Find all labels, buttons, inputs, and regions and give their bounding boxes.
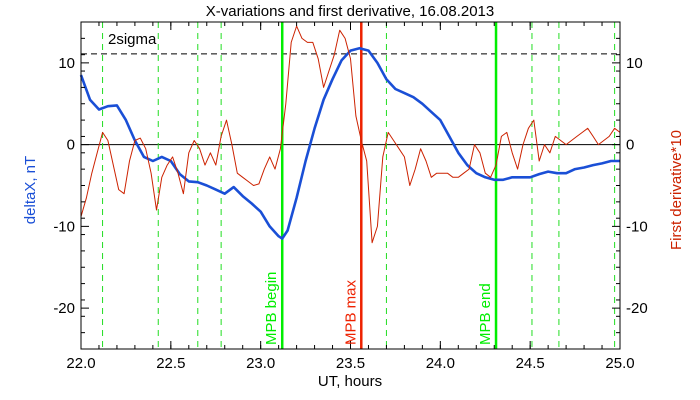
reference-lines <box>81 22 620 349</box>
y-axis-label-right: First derivative*10 <box>668 130 685 250</box>
event-marker-label-0: MPB begin <box>263 272 280 345</box>
y-tick-label-left-1: -10 <box>53 218 75 235</box>
series-line-1 <box>80 25 621 244</box>
y-tick-label-right-3: 10 <box>626 55 643 72</box>
y-axis-label-left: deltaX, nT <box>22 156 39 224</box>
series-line-0 <box>79 46 620 240</box>
x-tick-label-5: 24.5 <box>516 355 545 372</box>
x-tick-label-4: 24.0 <box>426 355 455 372</box>
x-tick-label-6: 25.0 <box>605 355 634 372</box>
event-marker-label-1: MPB max <box>342 279 359 345</box>
y-tick-label-right-1: -10 <box>626 218 648 235</box>
y-tick-label-right-0: -20 <box>626 300 648 317</box>
x-tick-label-2: 23.0 <box>246 355 275 372</box>
y-tick-label-right-2: 0 <box>626 137 634 154</box>
sigma-label: 2sigma <box>108 31 157 48</box>
event-marker-label-2: MPB end <box>477 283 494 345</box>
y-tick-label-left-3: 10 <box>58 55 75 72</box>
y-tick-label-left-2: 0 <box>67 137 75 154</box>
plot-frame <box>80 21 621 350</box>
x-tick-label-0: 22.0 <box>66 355 95 372</box>
y-tick-label-left-0: -20 <box>53 300 75 317</box>
x-tick-label-1: 22.5 <box>156 355 185 372</box>
data-series <box>79 25 621 244</box>
x-axis-label: UT, hours <box>318 373 382 390</box>
x-tick-label-3: 23.5 <box>336 355 365 372</box>
axis-labels: 2sigma MPB begin MPB max MPB end 22.0 22.5 23.… <box>53 31 647 372</box>
chart-title: X-variations and first derivative, 16.08… <box>206 3 495 20</box>
